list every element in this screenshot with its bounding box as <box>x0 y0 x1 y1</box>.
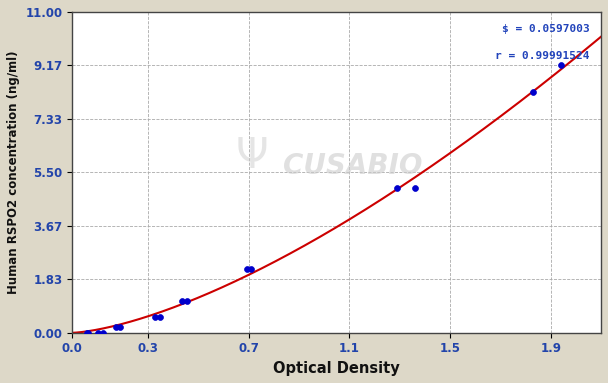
X-axis label: Optical Density: Optical Density <box>274 361 400 376</box>
Point <box>246 265 256 272</box>
Point <box>116 324 125 331</box>
Text: CUSABIO: CUSABIO <box>283 152 423 180</box>
Point <box>151 314 161 320</box>
Point <box>98 330 108 336</box>
Point <box>528 89 538 95</box>
Text: $ = 0.0597003: $ = 0.0597003 <box>502 25 590 34</box>
Y-axis label: Human RSPO2 concentration (ng/ml): Human RSPO2 concentration (ng/ml) <box>7 51 20 294</box>
Point <box>182 298 192 304</box>
Point <box>243 265 252 272</box>
Point <box>556 62 565 69</box>
Point <box>156 314 165 320</box>
Point <box>111 324 121 331</box>
Point <box>392 185 402 192</box>
Point <box>177 298 187 304</box>
Point <box>82 330 92 336</box>
Point <box>83 330 93 336</box>
Point <box>410 185 420 192</box>
Point <box>92 330 102 336</box>
Text: Ψ: Ψ <box>236 135 269 177</box>
Text: r = 0.99991524: r = 0.99991524 <box>496 51 590 61</box>
